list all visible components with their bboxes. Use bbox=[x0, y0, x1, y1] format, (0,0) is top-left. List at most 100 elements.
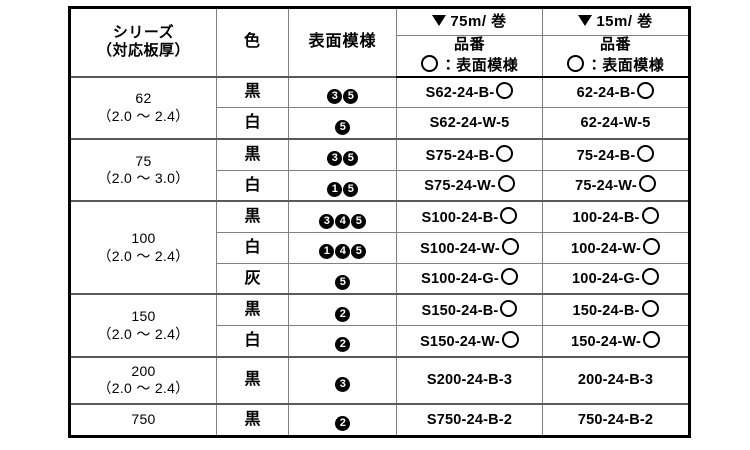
code-cell-15m: 62-24-W-5 bbox=[542, 107, 690, 140]
open-circle-icon bbox=[641, 268, 659, 286]
pattern-circle-5: 5 bbox=[343, 151, 358, 167]
code-text-75m: S62-24-W-5 bbox=[429, 115, 510, 132]
table-row: 白 2 S150-24-W- 150-24-W- bbox=[70, 325, 690, 358]
pattern-circle-5: 5 bbox=[343, 182, 358, 198]
open-circle-icon bbox=[637, 82, 655, 100]
header-row-top: シリーズ （対応板厚） 色 表面模様 75m/ 巻 15m/ 巻 bbox=[69, 7, 690, 77]
pattern-circle-5: 5 bbox=[351, 213, 366, 229]
code-text-75m: S200-24-B-3 bbox=[426, 372, 513, 389]
table-row: 灰 5 S100-24-G- 100-24-G- bbox=[70, 262, 690, 295]
header-hinban-15-note: ：表面模様 bbox=[543, 54, 688, 76]
open-circle-icon bbox=[496, 82, 514, 100]
pattern-circle-2: 2 bbox=[335, 416, 350, 432]
code-cell-15m: 75-24-W- bbox=[542, 169, 690, 202]
pattern-circle-4: 4 bbox=[335, 244, 350, 260]
header-hinban-75-note: ：表面模様 bbox=[397, 54, 542, 76]
pattern-cell: 2 bbox=[288, 293, 397, 327]
header-series-line2: （対応板厚） bbox=[96, 42, 190, 60]
code-text-75m: S750-24-B-2 bbox=[426, 411, 513, 428]
code-text-75m: S100-24-G- bbox=[421, 271, 499, 288]
header-row-bottom: 品番 ：表面模様 品番 ：表面模様 bbox=[70, 35, 690, 78]
table-row: 200 （2.0 ～ 2.4）黒 3 S200-24-B-3 200-24-B-3 bbox=[69, 355, 690, 405]
open-circle-icon bbox=[500, 268, 518, 286]
open-circle-icon bbox=[566, 54, 584, 72]
table-row: 100 （2.0 ～ 2.4）黒 3 4 5 S100-24-B- 100-24-B- bbox=[69, 200, 690, 295]
open-circle-icon bbox=[641, 300, 659, 318]
header-series: シリーズ （対応板厚） bbox=[69, 7, 217, 77]
code-text-15m: 200-24-B-3 bbox=[577, 372, 654, 389]
color-cell: 白 bbox=[216, 232, 289, 264]
series-spec-table: シリーズ （対応板厚） 色 表面模様 75m/ 巻 15m/ 巻 品番 ：表面模… bbox=[68, 6, 691, 438]
header-hinban-15-label: 品番 bbox=[599, 36, 631, 53]
code-text-15m: 100-24-G- bbox=[572, 271, 640, 288]
open-circle-icon bbox=[501, 237, 519, 255]
series-cell: 750 bbox=[69, 402, 217, 437]
table-body: 62 （2.0 ～ 2.4）黒 3 5 S62-24-B- 62-24-B- 白 5 S62-2… bbox=[69, 75, 690, 437]
pattern-cell: 5 bbox=[288, 262, 397, 295]
series-name: 100 bbox=[131, 230, 156, 247]
pattern-circle-5: 5 bbox=[351, 244, 366, 260]
code-text-75m: S150-24-B- bbox=[421, 303, 499, 320]
pattern-cell: 2 bbox=[288, 402, 397, 437]
table-row: 白 5 S62-24-W-5 62-24-W-5 bbox=[70, 107, 690, 140]
code-cell-75m: S100-24-W- bbox=[396, 232, 543, 264]
code-text-15m: 100-24-W- bbox=[570, 240, 641, 257]
code-cell-15m: 62-24-B- bbox=[542, 75, 690, 109]
series-thickness: （2.0 ～ 3.0） bbox=[97, 170, 190, 187]
down-triangle-icon bbox=[578, 14, 593, 26]
open-circle-icon bbox=[641, 207, 659, 225]
pattern-cell: 3 bbox=[288, 355, 397, 405]
code-text-15m: 75-24-W- bbox=[575, 178, 637, 195]
color-cell: 黒 bbox=[216, 402, 289, 437]
code-cell-15m: 100-24-W- bbox=[542, 232, 690, 264]
table-header: シリーズ （対応板厚） 色 表面模様 75m/ 巻 15m/ 巻 品番 ：表面模… bbox=[69, 7, 690, 78]
color-cell: 白 bbox=[216, 107, 289, 140]
code-text-15m: 75-24-B- bbox=[576, 147, 636, 164]
down-triangle-icon bbox=[432, 14, 447, 26]
color-cell: 黒 bbox=[216, 200, 289, 234]
code-text-15m: 62-24-W-5 bbox=[580, 115, 651, 132]
header-roll-15-label: 15m/ 巻 bbox=[596, 12, 653, 30]
code-text-15m: 100-24-B- bbox=[572, 210, 640, 227]
color-cell: 黒 bbox=[216, 75, 289, 109]
header-hinban-15: 品番 ：表面模様 bbox=[542, 35, 690, 78]
open-circle-icon bbox=[496, 144, 514, 162]
code-text-15m: 62-24-B- bbox=[576, 85, 636, 102]
table-row: 62 （2.0 ～ 2.4）黒 3 5 S62-24-B- 62-24-B- bbox=[69, 75, 690, 140]
open-circle-icon bbox=[501, 330, 519, 348]
header-series-line1: シリーズ bbox=[112, 23, 175, 41]
pattern-circle-2: 2 bbox=[335, 337, 350, 353]
series-thickness: （2.0 ～ 2.4） bbox=[97, 107, 190, 124]
series-thickness: （2.0 ～ 2.4） bbox=[97, 380, 190, 397]
code-cell-15m: 150-24-B- bbox=[542, 293, 690, 327]
code-text-15m: 150-24-B- bbox=[572, 303, 640, 320]
table-row: 150 （2.0 ～ 2.4）黒 2 S150-24-B- 150-24-B- bbox=[69, 293, 690, 358]
header-hinban-75-label: 品番 bbox=[453, 36, 485, 53]
open-circle-icon bbox=[500, 207, 518, 225]
color-cell: 黒 bbox=[216, 355, 289, 405]
code-cell-15m: 200-24-B-3 bbox=[542, 355, 690, 405]
color-cell: 白 bbox=[216, 325, 289, 358]
pattern-circle-5: 5 bbox=[335, 275, 350, 291]
code-text-15m: 150-24-W- bbox=[570, 333, 641, 350]
pattern-circle-1: 1 bbox=[319, 244, 334, 260]
code-cell-75m: S75-24-W- bbox=[396, 169, 543, 202]
header-pattern: 表面模様 bbox=[288, 7, 397, 77]
code-text-75m: S100-24-W- bbox=[420, 240, 500, 257]
code-text-75m: S75-24-W- bbox=[424, 178, 496, 195]
series-cell: 100 （2.0 ～ 2.4） bbox=[69, 200, 217, 295]
pattern-circle-1: 1 bbox=[327, 182, 342, 198]
code-text-15m: 750-24-B-2 bbox=[577, 411, 654, 428]
series-name: 75 bbox=[135, 152, 152, 169]
code-cell-15m: 75-24-B- bbox=[542, 137, 690, 171]
pattern-circle-3: 3 bbox=[327, 151, 342, 167]
code-cell-15m: 100-24-G- bbox=[542, 262, 690, 295]
series-name: 62 bbox=[135, 90, 152, 107]
color-cell: 白 bbox=[216, 169, 289, 202]
open-circle-icon bbox=[643, 330, 660, 348]
